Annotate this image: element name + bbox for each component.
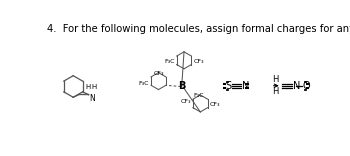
Text: B: B: [178, 81, 186, 91]
Text: N: N: [90, 94, 96, 103]
Text: N: N: [293, 81, 300, 91]
Text: N: N: [242, 81, 250, 91]
Text: CF₃: CF₃: [193, 59, 204, 64]
Text: 4.  For the following molecules, assign formal charges for any atom(s) if applie: 4. For the following molecules, assign f…: [47, 24, 350, 34]
Text: F₃C: F₃C: [139, 81, 149, 86]
Text: F₃C: F₃C: [164, 59, 175, 64]
Text: CF₃: CF₃: [210, 102, 220, 107]
Text: O: O: [303, 81, 310, 91]
Text: H: H: [272, 87, 279, 96]
Text: F₃C: F₃C: [194, 93, 204, 98]
Text: H: H: [272, 75, 279, 84]
Text: S: S: [226, 81, 232, 91]
Text: CF₃: CF₃: [153, 71, 164, 76]
Text: CF₃: CF₃: [181, 99, 191, 104]
Text: H: H: [85, 84, 90, 90]
Text: H: H: [91, 84, 97, 90]
